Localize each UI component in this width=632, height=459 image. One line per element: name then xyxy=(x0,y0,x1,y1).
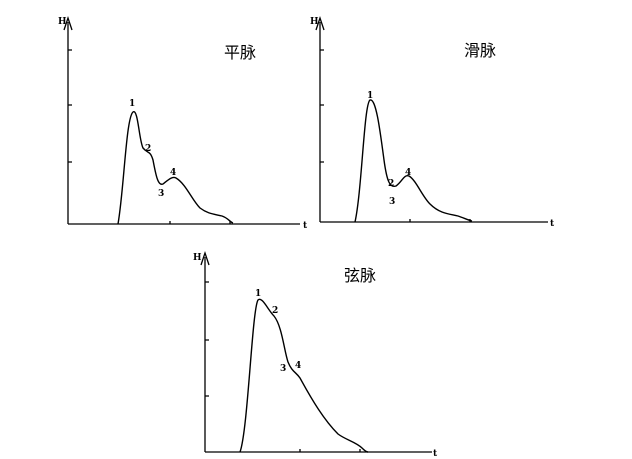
pulse-curve xyxy=(239,298,369,453)
point-label: 3 xyxy=(280,364,286,374)
axes xyxy=(63,15,300,225)
point-label: 4 xyxy=(295,361,301,371)
pulse-curve xyxy=(117,111,234,225)
point-label: 2 xyxy=(145,144,151,154)
point-label: 1 xyxy=(367,91,373,101)
x-axis-label: t xyxy=(550,219,555,229)
x-axis-label: t xyxy=(303,221,308,231)
point-label: 1 xyxy=(255,289,261,299)
panel: H t 滑脉 1 2 3 4 xyxy=(310,15,555,229)
point-label: 1 xyxy=(129,99,135,109)
y-axis-label: H xyxy=(58,17,67,27)
y-axis-label: H xyxy=(193,253,202,263)
panel: H t 平脉 1 2 3 4 xyxy=(58,15,308,231)
axes xyxy=(315,15,548,223)
x-axis-label: t xyxy=(433,449,438,459)
point-label: 2 xyxy=(272,306,278,316)
point-label: 3 xyxy=(389,197,395,207)
panel: H t 弦脉 1 2 3 4 xyxy=(193,250,438,459)
point-label: 3 xyxy=(158,189,164,199)
y-axis-label: H xyxy=(310,17,319,27)
panel-title: 弦脉 xyxy=(344,266,376,285)
point-label: 2 xyxy=(388,179,394,189)
panel-title: 滑脉 xyxy=(464,41,496,60)
point-label: 4 xyxy=(405,168,411,178)
point-label: 4 xyxy=(170,168,176,178)
pulse-curve xyxy=(354,99,473,223)
panel-title: 平脉 xyxy=(224,43,256,62)
axes xyxy=(200,250,432,453)
